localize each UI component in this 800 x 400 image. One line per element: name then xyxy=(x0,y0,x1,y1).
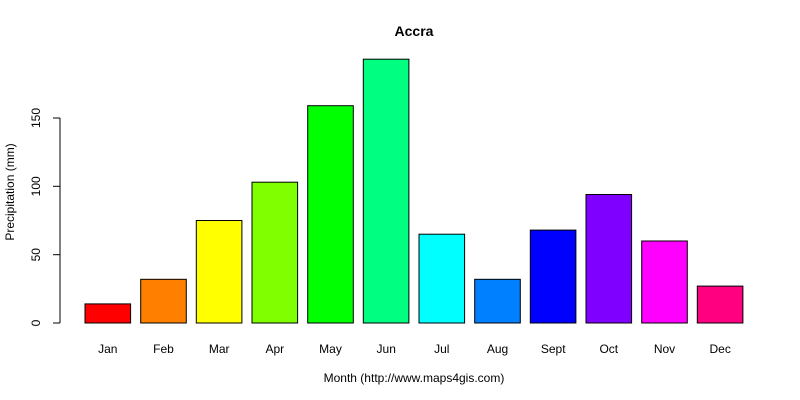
bar-jan xyxy=(84,303,132,324)
x-tick-label: Sept xyxy=(541,342,566,356)
x-axis-label: Month (http://www.maps4gis.com) xyxy=(324,371,505,385)
y-axis: 0 50 100 150 xyxy=(29,108,61,326)
bar-dec xyxy=(696,285,744,324)
bar-oct xyxy=(585,194,633,324)
bar-jul xyxy=(418,233,466,324)
x-tick-labels: Jan Feb Mar Apr May Jun Jul Aug Sept Oct Nov Dec xyxy=(98,342,731,356)
y-axis-label: Precipitation (mm) xyxy=(3,143,17,240)
x-tick-label: Oct xyxy=(599,342,618,356)
x-tick-label: Jan xyxy=(98,342,117,356)
bar-feb xyxy=(140,278,187,324)
bar-aug xyxy=(474,278,521,324)
x-tick-label: Nov xyxy=(654,342,675,356)
x-tick-label: Apr xyxy=(265,342,284,356)
bar-mar xyxy=(195,220,243,324)
y-tick-label: 0 xyxy=(29,319,43,326)
bars-group xyxy=(84,58,744,324)
y-tick-label: 100 xyxy=(29,176,43,196)
x-tick-label: Aug xyxy=(487,342,508,356)
y-tick-label: 150 xyxy=(29,108,43,128)
chart-title: Accra xyxy=(395,23,434,39)
x-tick-label: May xyxy=(319,342,342,356)
y-tick-label: 50 xyxy=(29,248,43,262)
bar-sept xyxy=(529,229,577,324)
x-tick-label: Feb xyxy=(153,342,174,356)
bar-nov xyxy=(641,240,688,324)
x-tick-label: Jun xyxy=(377,342,396,356)
bar-may xyxy=(307,105,354,324)
bar-jun xyxy=(362,58,410,324)
x-tick-label: Jul xyxy=(434,342,449,356)
x-tick-label: Dec xyxy=(710,342,731,356)
x-tick-label: Mar xyxy=(209,342,230,356)
bar-apr xyxy=(251,181,299,324)
